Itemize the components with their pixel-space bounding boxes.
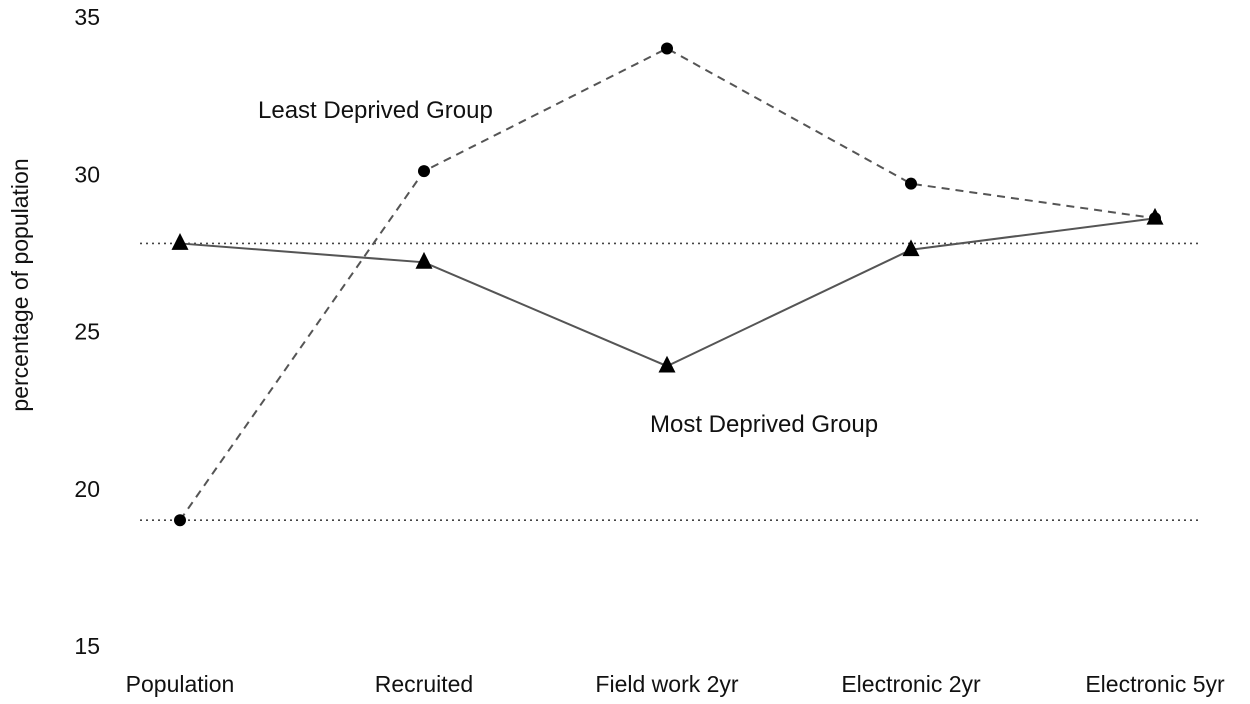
x-tick-labels: Population Recruited Field work 2yr Electro…: [126, 671, 1225, 697]
y-tick-label: 20: [74, 476, 100, 502]
data-point-most-deprived: [902, 239, 920, 257]
series-label-least-deprived: Least Deprived Group: [258, 97, 493, 124]
data-point-most-deprived: [171, 233, 189, 250]
data-point-most-deprived: [1146, 207, 1164, 225]
y-tick-label: 30: [74, 161, 100, 187]
series-label-most-deprived: Most Deprived Group: [650, 411, 878, 438]
x-tick-label: Electronic 5yr: [1085, 671, 1225, 697]
data-point-least-deprived: [661, 42, 673, 55]
data-point-least-deprived: [905, 177, 917, 190]
x-tick-label: Electronic 2yr: [841, 671, 981, 697]
x-tick-label: Population: [126, 671, 235, 697]
y-tick-label: 25: [74, 319, 100, 345]
x-tick-label: Field work 2yr: [595, 671, 738, 697]
y-tick-label: 15: [74, 633, 100, 659]
data-point-least-deprived: [418, 165, 430, 178]
y-tick-label: 35: [74, 4, 100, 30]
series-line-least-deprived: [179, 47, 1156, 521]
series-line-most-deprived: [179, 217, 1156, 368]
y-tick-labels: 15 20 25 30 35: [74, 4, 100, 659]
reference-lines: [140, 242, 1198, 522]
data-point-most-deprived: [415, 251, 433, 269]
series-markers: [171, 42, 1164, 527]
x-tick-label: Recruited: [375, 671, 473, 697]
data-point-most-deprived: [658, 355, 676, 373]
y-axis-label: percentage of population: [7, 158, 33, 411]
data-point-least-deprived: [174, 514, 186, 527]
